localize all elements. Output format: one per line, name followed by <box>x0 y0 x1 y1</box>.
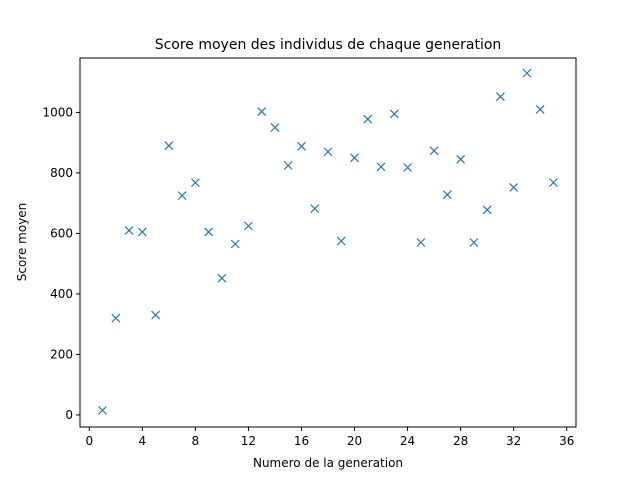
x-tick-label: 24 <box>400 434 415 448</box>
y-tick-label: 400 <box>50 287 73 301</box>
y-tick-label: 800 <box>50 166 73 180</box>
data-point <box>190 178 200 188</box>
data-point <box>482 205 492 215</box>
data-point <box>98 405 107 415</box>
data-point <box>137 227 147 237</box>
y-tick-label: 0 <box>65 408 73 422</box>
data-point <box>442 190 452 200</box>
data-point <box>297 141 306 151</box>
data-point <box>323 147 333 157</box>
y-tick-label: 600 <box>50 226 73 240</box>
data-point <box>456 154 466 164</box>
data-point <box>429 146 439 156</box>
data-point <box>522 68 532 78</box>
data-point <box>350 153 359 163</box>
data-point <box>177 191 187 201</box>
x-tick-label: 0 <box>85 434 93 448</box>
y-axis-ticks: 0 200 400 600 800 1000 <box>42 105 80 422</box>
x-tick-label: 12 <box>241 434 256 448</box>
data-point <box>204 227 214 237</box>
data-point <box>376 162 386 172</box>
data-point <box>217 273 227 283</box>
x-tick-label: 32 <box>506 434 521 448</box>
data-point <box>124 225 134 235</box>
data-point <box>469 238 479 247</box>
data-points <box>98 68 558 415</box>
y-tick-label: 1000 <box>42 105 73 119</box>
data-point <box>310 204 320 214</box>
data-point <box>495 92 505 102</box>
y-axis-label: Score moyen <box>15 203 29 282</box>
data-point <box>416 238 426 247</box>
data-point <box>257 107 267 116</box>
y-tick-label: 200 <box>50 347 73 361</box>
data-point <box>403 163 412 172</box>
data-point <box>244 221 253 231</box>
x-tick-label: 16 <box>294 434 309 448</box>
data-point <box>270 123 280 132</box>
plot-area-frame <box>79 57 577 428</box>
x-tick-label: 4 <box>139 434 147 448</box>
data-point <box>230 239 240 249</box>
data-point <box>283 160 293 170</box>
data-point <box>363 114 373 124</box>
x-tick-label: 20 <box>347 434 362 448</box>
x-tick-label: 28 <box>453 434 468 448</box>
data-point <box>151 310 161 320</box>
x-axis-label: Numero de la generation <box>253 456 403 470</box>
x-axis-ticks: 0 4 8 12 16 20 24 28 32 36 <box>85 427 574 448</box>
x-tick-label: 8 <box>192 434 200 448</box>
data-point <box>509 183 519 192</box>
data-point <box>164 141 174 151</box>
data-point <box>549 178 558 188</box>
data-point <box>111 313 121 323</box>
data-point <box>336 236 346 246</box>
x-tick-label: 36 <box>559 434 574 448</box>
data-point <box>389 109 399 119</box>
data-point <box>535 104 545 114</box>
chart-title: Score moyen des individus de chaque gene… <box>155 37 502 53</box>
